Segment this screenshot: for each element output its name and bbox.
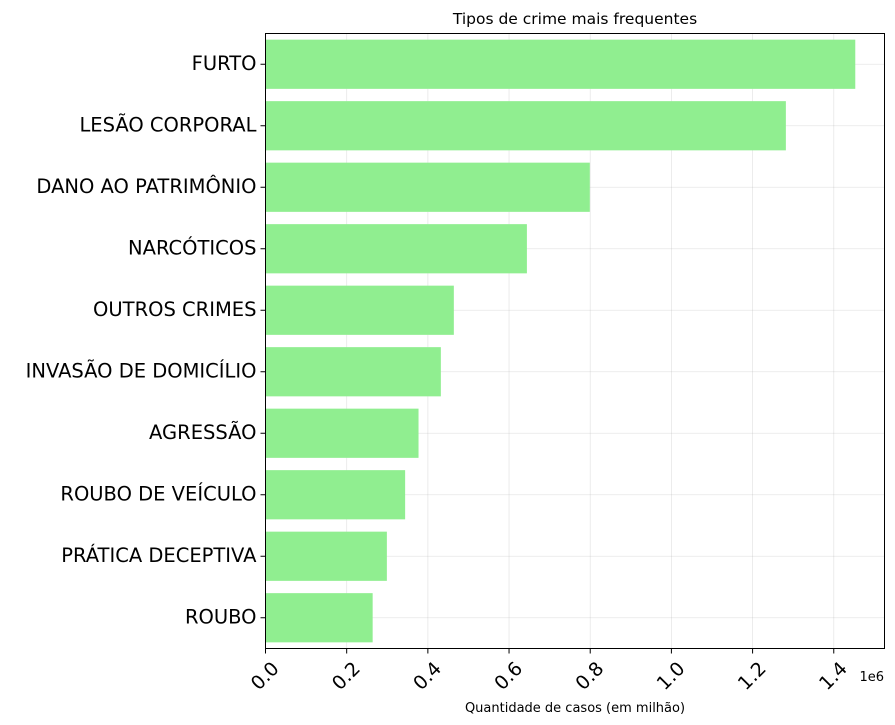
y-tick-label: PRÁTICA DECEPTIVA (61, 544, 257, 567)
bar (265, 531, 387, 581)
x-tick-label: 1.4 (815, 658, 852, 695)
bars (265, 39, 856, 643)
y-tick-label: AGRESSÃO (149, 421, 256, 444)
bar (265, 285, 454, 335)
bar (265, 101, 786, 151)
x-tick-label: 0.0 (247, 658, 284, 695)
x-tick-label: 0.8 (571, 658, 608, 695)
y-tick-label: NARCÓTICOS (128, 235, 256, 259)
x-tick-label: 0.2 (328, 658, 365, 695)
x-axis-label: Quantidade de casos (em milhão) (465, 701, 685, 716)
bar (265, 347, 441, 397)
y-tick-label: ROUBO DE VEÍCULO (60, 482, 256, 505)
y-tick-label: LESÃO CORPORAL (79, 113, 256, 136)
y-tick-label: DANO AO PATRIMÔNIO (36, 174, 256, 198)
y-tick-label: ROUBO (185, 605, 257, 628)
x-tick-label: 0.4 (409, 658, 446, 695)
x-tick-label: 1.2 (734, 658, 771, 695)
bar (265, 39, 856, 89)
bar (265, 593, 373, 643)
x-tick-label: 1.0 (653, 658, 690, 695)
y-tick-label: FURTO (192, 52, 257, 75)
plot-frame (265, 33, 885, 649)
chart-title: Tipos de crime mais frequentes (452, 10, 697, 28)
y-axis: FURTO LESÃO CORPORAL DANO AO PATRIMÔNIO NAR… (26, 52, 266, 628)
x-scale-multiplier: 1e6 (859, 670, 884, 685)
x-axis: 0.0 0.2 0.4 0.6 0.8 1.0 1.2 1.4 (247, 648, 852, 695)
bar (265, 408, 419, 458)
bar (265, 162, 590, 212)
y-tick-label: OUTROS CRIMES (93, 298, 256, 321)
x-tick-label: 0.6 (490, 658, 527, 695)
y-tick-label: INVASÃO DE DOMICÍLIO (26, 359, 257, 382)
bar (265, 470, 406, 520)
bar (265, 224, 527, 274)
